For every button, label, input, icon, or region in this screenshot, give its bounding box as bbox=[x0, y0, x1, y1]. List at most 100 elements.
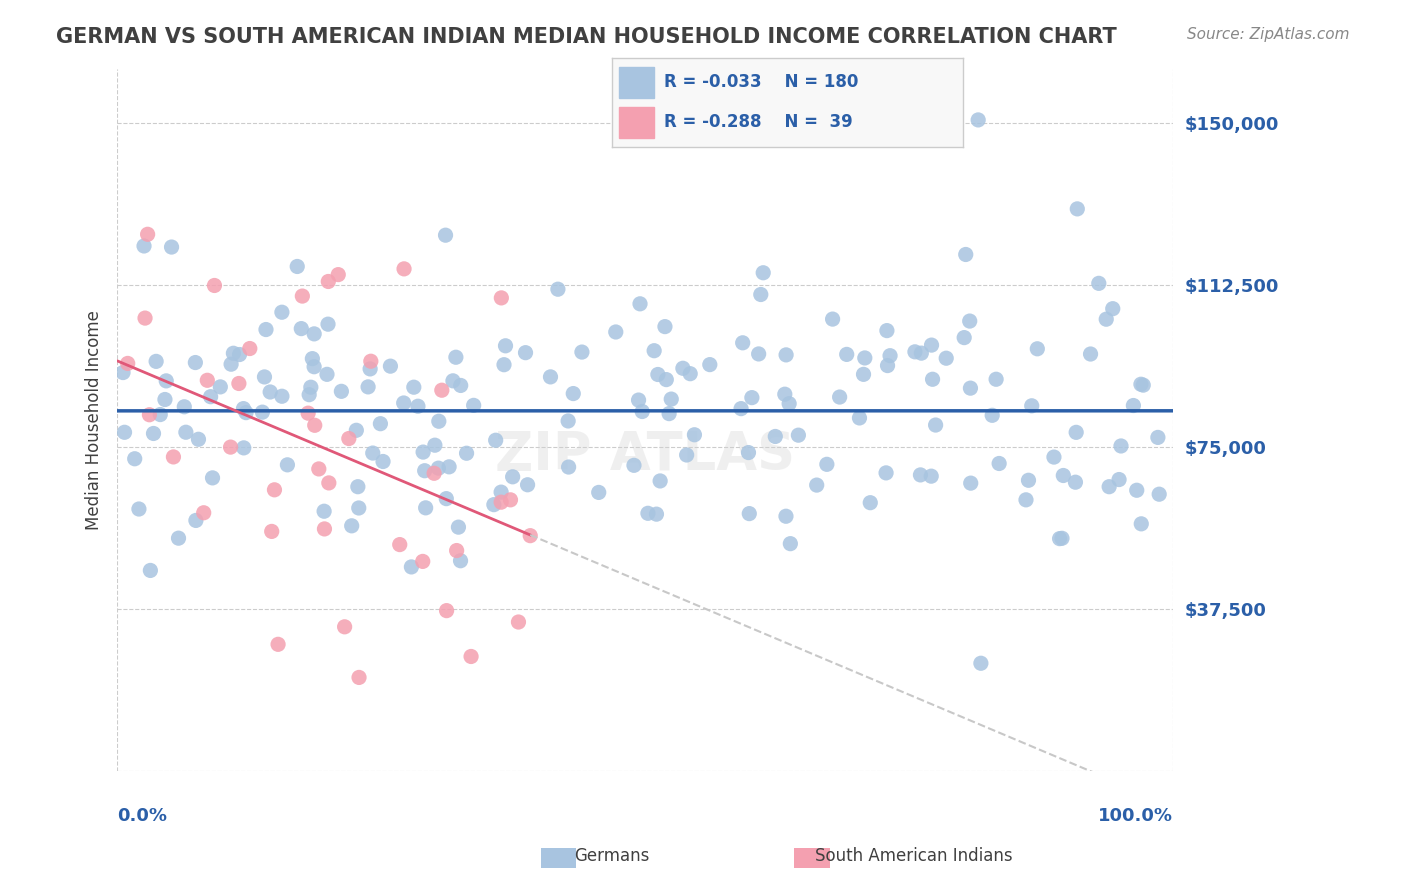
Point bbox=[434, 228, 457, 243]
Point bbox=[859, 496, 882, 510]
Point bbox=[228, 376, 250, 391]
Point bbox=[508, 615, 530, 629]
Point bbox=[981, 409, 1004, 423]
Point bbox=[392, 396, 415, 410]
Point bbox=[308, 462, 330, 476]
Point bbox=[924, 418, 946, 433]
Point bbox=[174, 425, 197, 440]
Point bbox=[406, 399, 429, 413]
Point bbox=[128, 502, 150, 516]
Point bbox=[852, 368, 875, 382]
Point bbox=[1098, 480, 1121, 494]
Point bbox=[835, 347, 858, 361]
Point bbox=[114, 425, 136, 440]
Point bbox=[173, 400, 195, 414]
Point bbox=[333, 620, 356, 634]
Point bbox=[1147, 430, 1170, 444]
Point bbox=[492, 358, 515, 372]
Point bbox=[1015, 492, 1038, 507]
Point bbox=[623, 458, 645, 473]
Point bbox=[222, 346, 245, 360]
Point bbox=[155, 374, 177, 388]
Point bbox=[1130, 516, 1153, 531]
Point bbox=[134, 311, 156, 326]
Point bbox=[815, 458, 838, 472]
Point bbox=[741, 391, 763, 405]
Point bbox=[232, 441, 254, 455]
Point bbox=[132, 239, 155, 253]
Point bbox=[318, 275, 340, 289]
Point bbox=[298, 387, 321, 401]
Point bbox=[876, 324, 898, 338]
Point bbox=[775, 509, 797, 524]
Point bbox=[254, 322, 277, 336]
Point bbox=[748, 347, 770, 361]
Point bbox=[291, 289, 314, 303]
Point bbox=[659, 392, 682, 406]
Point bbox=[967, 112, 990, 127]
Point bbox=[228, 347, 250, 361]
Point bbox=[138, 408, 160, 422]
Point bbox=[111, 366, 134, 380]
Point bbox=[645, 507, 668, 521]
Point bbox=[301, 351, 323, 366]
Point bbox=[347, 480, 370, 494]
Point bbox=[821, 312, 844, 326]
Point bbox=[423, 467, 446, 481]
Point bbox=[184, 513, 207, 527]
Point bbox=[460, 649, 482, 664]
Point bbox=[450, 554, 472, 568]
Point bbox=[1095, 312, 1118, 326]
Point bbox=[1101, 301, 1123, 316]
Point bbox=[921, 338, 943, 352]
Point bbox=[495, 339, 517, 353]
Point bbox=[879, 349, 901, 363]
Point bbox=[337, 432, 360, 446]
Text: Germans: Germans bbox=[574, 847, 650, 865]
Text: 0.0%: 0.0% bbox=[117, 806, 167, 824]
Point bbox=[482, 498, 505, 512]
Point bbox=[763, 429, 786, 443]
Point bbox=[117, 356, 139, 370]
Point bbox=[401, 560, 423, 574]
Point bbox=[444, 350, 467, 364]
Point bbox=[347, 500, 370, 515]
Point bbox=[519, 529, 541, 543]
Point bbox=[1052, 468, 1074, 483]
Point bbox=[547, 282, 569, 296]
Point bbox=[402, 380, 425, 394]
Point bbox=[328, 268, 350, 282]
Point bbox=[423, 438, 446, 452]
Point bbox=[658, 407, 681, 421]
Point bbox=[562, 386, 585, 401]
Point bbox=[299, 380, 322, 394]
Point bbox=[959, 381, 981, 395]
Point bbox=[370, 417, 392, 431]
Point bbox=[316, 368, 339, 382]
Point bbox=[200, 390, 222, 404]
Point bbox=[628, 297, 651, 311]
Point bbox=[485, 434, 508, 448]
Point bbox=[910, 346, 932, 360]
Point bbox=[988, 457, 1011, 471]
Point bbox=[806, 478, 828, 492]
Point bbox=[605, 325, 627, 339]
Point bbox=[456, 446, 478, 460]
Point bbox=[380, 359, 402, 373]
Point bbox=[1080, 347, 1102, 361]
Point bbox=[330, 384, 353, 399]
Point bbox=[347, 670, 370, 684]
Point bbox=[654, 319, 676, 334]
Point bbox=[647, 368, 669, 382]
Point bbox=[219, 357, 242, 371]
Point bbox=[232, 401, 254, 416]
Point bbox=[779, 536, 801, 550]
Point bbox=[571, 345, 593, 359]
Point bbox=[415, 500, 437, 515]
Point bbox=[637, 506, 659, 520]
Point bbox=[253, 370, 276, 384]
Point bbox=[984, 372, 1007, 386]
Point bbox=[848, 411, 870, 425]
Point bbox=[290, 321, 312, 335]
Point bbox=[489, 495, 512, 509]
